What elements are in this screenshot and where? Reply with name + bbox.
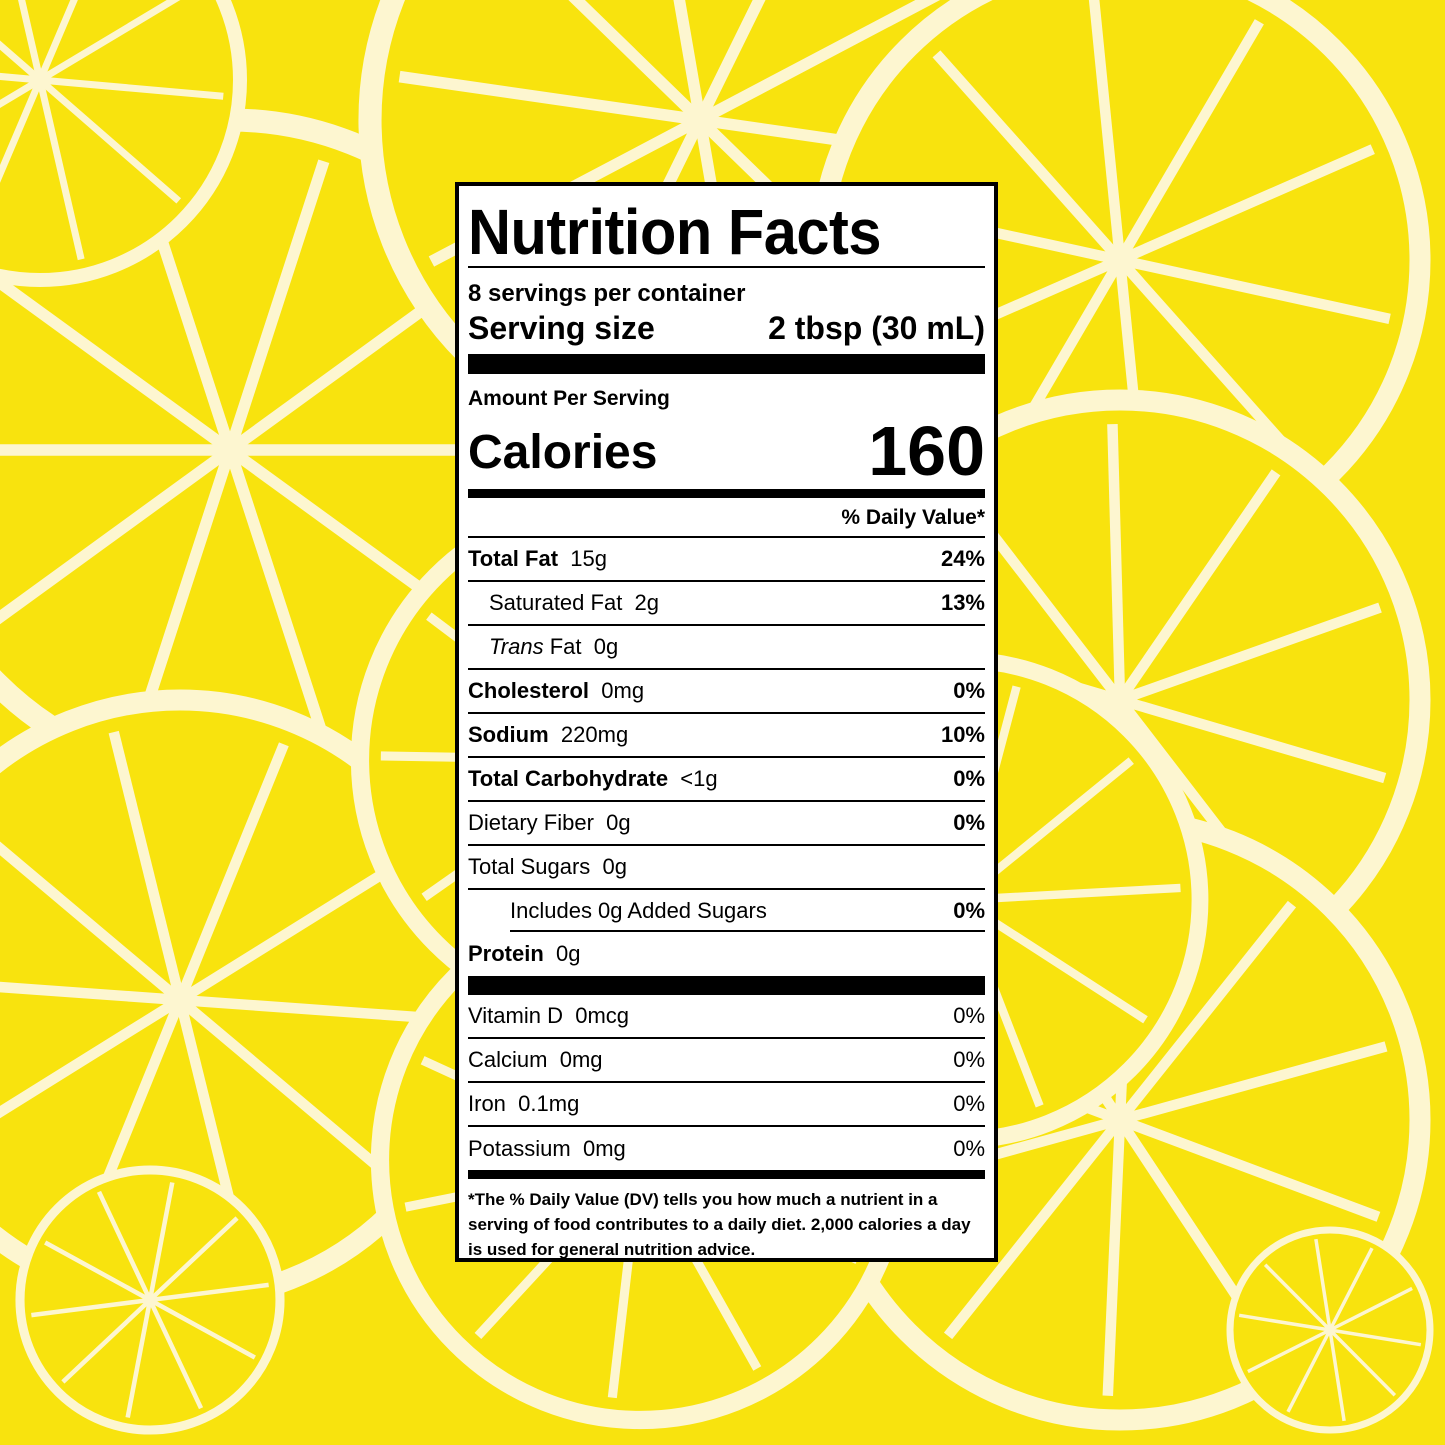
nutrient-prefix: Trans bbox=[489, 634, 544, 659]
vitamin-amount: 0.1mg bbox=[518, 1091, 580, 1116]
medium-divider bbox=[468, 489, 985, 498]
nutrient-name: Sodium bbox=[468, 722, 549, 747]
daily-value-header: % Daily Value* bbox=[468, 498, 985, 538]
vitamin-name: Iron bbox=[468, 1091, 506, 1116]
nutrient-daily-value: 24% bbox=[940, 546, 985, 571]
nutrient-list: Total Fat 15g 24% Saturated Fat 2g 13% Trans… bbox=[468, 538, 985, 976]
nutrient-row: Total Carbohydrate <1g 0% bbox=[468, 758, 985, 802]
serving-size-value: 2 tbsp (30 mL) bbox=[768, 310, 985, 346]
nutrient-name: Protein bbox=[468, 941, 544, 966]
nutrient-name-amount: Total Sugars 0g bbox=[468, 854, 627, 880]
nutrient-daily-value: 0% bbox=[953, 898, 985, 923]
nutrient-row: Saturated Fat 2g 13% bbox=[468, 582, 985, 626]
amount-per-serving: Amount Per Serving bbox=[468, 387, 670, 410]
vitamin-amount: 0mg bbox=[582, 1135, 626, 1161]
nutrient-name: Total Sugars bbox=[468, 854, 591, 879]
nutrient-row: Dietary Fiber 0g 0% bbox=[468, 802, 985, 846]
serving-size-label: Serving size bbox=[468, 310, 655, 346]
nutrient-name: Saturated Fat bbox=[489, 590, 623, 615]
nutrient-daily-value: 0% bbox=[953, 678, 985, 703]
label-title: Nutrition Facts bbox=[468, 196, 881, 268]
nutrient-name-amount: Protein 0g bbox=[468, 941, 581, 967]
nutrient-amount: 0mg bbox=[601, 678, 645, 703]
nutrient-daily-value: 0% bbox=[953, 810, 985, 835]
lemon-slice bbox=[0, 0, 247, 287]
nutrient-amount: 0g bbox=[556, 941, 581, 966]
calories-value: 160 bbox=[868, 412, 985, 490]
nutrient-name: Total Fat bbox=[468, 546, 559, 571]
nutrient-row: Includes 0g Added Sugars 0% bbox=[468, 890, 985, 932]
calories-row: Calories 160 bbox=[468, 412, 985, 489]
vitamin-daily-value: 0% bbox=[953, 1003, 985, 1028]
nutrition-facts-label: Nutrition Facts 8 servings per container… bbox=[455, 182, 998, 1262]
nutrient-name: Includes 0g Added Sugars bbox=[510, 898, 767, 923]
nutrient-name-amount: Saturated Fat 2g bbox=[468, 590, 659, 616]
vitamin-row: Calcium 0mg 0% bbox=[468, 1039, 985, 1083]
nutrient-amount: 0g bbox=[602, 854, 628, 879]
medium-divider bbox=[468, 1170, 985, 1179]
nutrient-name-amount: Trans Fat 0g bbox=[468, 634, 618, 660]
vitamin-row: Vitamin D 0mcg 0% bbox=[468, 995, 985, 1039]
vitamin-row: Potassium 0mg 0% bbox=[468, 1127, 985, 1170]
vitamin-amount: 0mg bbox=[559, 1047, 603, 1072]
calories-label: Calories bbox=[468, 426, 658, 479]
thick-divider bbox=[468, 354, 985, 374]
nutrient-name-amount: Sodium 220mg bbox=[468, 722, 628, 748]
vitamin-row: Iron 0.1mg 0% bbox=[468, 1083, 985, 1127]
nutrient-daily-value: 13% bbox=[940, 590, 985, 615]
nutrient-name-amount: Total Carbohydrate <1g bbox=[468, 766, 718, 792]
nutrient-daily-value: 10% bbox=[940, 722, 985, 747]
vitamin-amount: 0mcg bbox=[575, 1003, 629, 1028]
nutrient-amount: 220mg bbox=[560, 722, 629, 747]
vitamin-name: Vitamin D bbox=[468, 1003, 563, 1028]
nutrient-amount: 0g bbox=[593, 634, 619, 659]
vitamin-daily-value: 0% bbox=[953, 1135, 985, 1161]
divider bbox=[468, 266, 985, 268]
vitamin-name-amount: Potassium 0mg bbox=[468, 1136, 626, 1162]
nutrient-row: Total Sugars 0g bbox=[468, 846, 985, 890]
nutrient-row: Cholesterol 0mg 0% bbox=[468, 670, 985, 714]
nutrient-row: Protein 0g bbox=[468, 932, 985, 976]
nutrient-name-amount: Includes 0g Added Sugars bbox=[468, 898, 767, 924]
servings-per-container: 8 servings per container bbox=[468, 280, 746, 307]
vitamin-name-amount: Calcium 0mg bbox=[468, 1047, 603, 1073]
nutrient-amount: 2g bbox=[634, 590, 660, 615]
nutrient-row: Trans Fat 0g bbox=[468, 626, 985, 670]
nutrient-name-amount: Cholesterol 0mg bbox=[468, 678, 644, 704]
vitamin-daily-value: 0% bbox=[953, 1047, 985, 1072]
nutrient-row: Total Fat 15g 24% bbox=[468, 538, 985, 582]
vitamin-name-amount: Iron 0.1mg bbox=[468, 1091, 579, 1117]
nutrient-row: Sodium 220mg 10% bbox=[468, 714, 985, 758]
vitamin-name: Potassium bbox=[468, 1135, 571, 1161]
nutrient-name-amount: Total Fat 15g bbox=[468, 546, 607, 572]
nutrient-name: Cholesterol bbox=[468, 678, 590, 703]
vitamin-list: Vitamin D 0mcg 0% Calcium 0mg 0% Iron 0.1mg 0… bbox=[468, 995, 985, 1170]
thick-divider bbox=[468, 976, 985, 995]
vitamin-daily-value: 0% bbox=[953, 1091, 985, 1116]
nutrient-name: Total Carbohydrate bbox=[468, 766, 669, 791]
lemon-slice bbox=[1226, 1226, 1434, 1434]
nutrient-amount: 0g bbox=[606, 810, 631, 835]
serving-size-row: Serving size 2 tbsp (30 mL) bbox=[468, 308, 985, 354]
nutrient-name: Fat bbox=[549, 634, 582, 659]
lemon-slice bbox=[15, 1165, 285, 1435]
vitamin-name: Calcium bbox=[468, 1047, 548, 1072]
nutrient-name-amount: Dietary Fiber 0g bbox=[468, 810, 631, 836]
nutrient-amount: <1g bbox=[680, 766, 718, 791]
vitamin-name-amount: Vitamin D 0mcg bbox=[468, 1003, 629, 1029]
nutrient-daily-value: 0% bbox=[953, 766, 985, 791]
footnote: *The % Daily Value (DV) tells you how mu… bbox=[468, 1190, 971, 1259]
nutrient-name: Dietary Fiber bbox=[468, 810, 594, 835]
nutrient-amount: 15g bbox=[570, 546, 607, 571]
